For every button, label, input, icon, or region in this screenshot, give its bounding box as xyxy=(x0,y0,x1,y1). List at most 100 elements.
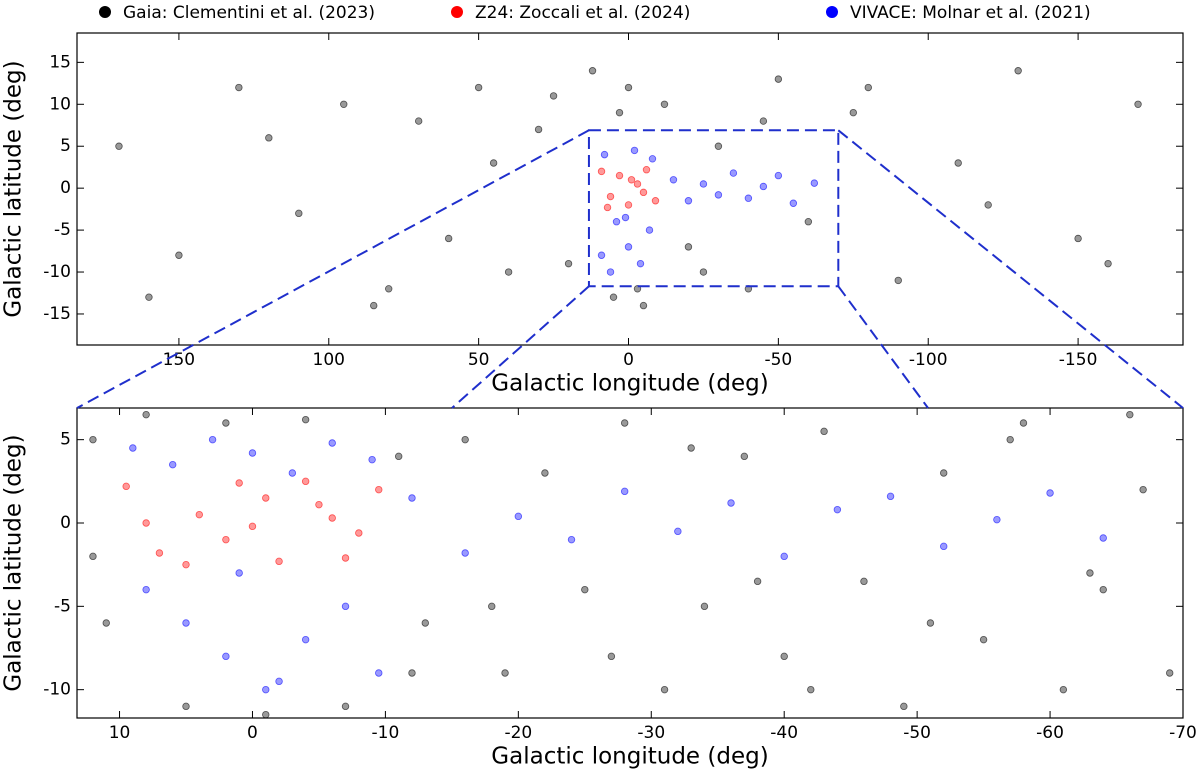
scatter-point xyxy=(597,167,606,176)
scatter-point xyxy=(627,176,636,184)
scatter-point xyxy=(687,444,695,452)
scatter-point xyxy=(597,251,606,259)
scatter-point xyxy=(301,477,310,486)
scatter-point xyxy=(804,218,813,226)
x-tick-label: 100 xyxy=(313,350,345,370)
scatter-point xyxy=(262,494,270,502)
scatter-point xyxy=(759,117,768,125)
scatter-point xyxy=(774,75,783,83)
scatter-point xyxy=(624,201,633,209)
scatter-point xyxy=(1099,534,1107,542)
scatter-point xyxy=(714,191,723,199)
scatter-point xyxy=(624,83,633,92)
y-tick-label: -15 xyxy=(43,304,71,324)
scatter-point xyxy=(600,150,609,159)
x-tick-label: -10 xyxy=(372,723,400,743)
scatter-point xyxy=(621,213,630,222)
scatter-point xyxy=(340,100,348,108)
scatter-point xyxy=(753,577,762,586)
scatter-point xyxy=(849,108,857,117)
scatter-point xyxy=(414,117,423,125)
x-tick-label: -60 xyxy=(1036,723,1064,743)
scatter-point xyxy=(606,192,615,201)
legend-marker xyxy=(451,6,463,18)
scatter-point xyxy=(1166,669,1174,677)
scatter-point xyxy=(1014,67,1022,75)
scatter-point xyxy=(145,293,153,301)
scatter-point xyxy=(1086,569,1094,577)
scatter-point xyxy=(222,652,230,661)
scatter-point xyxy=(182,560,190,569)
scatter-point xyxy=(684,197,693,205)
scatter-point xyxy=(301,415,310,424)
scatter-point xyxy=(488,602,496,611)
scatter-point xyxy=(833,505,842,514)
scatter-point xyxy=(699,180,708,188)
scatter-point xyxy=(807,685,815,694)
scatter-point xyxy=(820,427,828,436)
x-tick-label: 150 xyxy=(163,350,195,370)
x-tick-label: 0 xyxy=(623,350,634,370)
scatter-point xyxy=(615,108,624,117)
scatter-point xyxy=(504,268,513,276)
scatter-point xyxy=(385,285,393,293)
plot-area xyxy=(89,410,1174,718)
zoom-line xyxy=(451,285,590,409)
scatter-point xyxy=(979,635,988,644)
scatter-point xyxy=(408,494,416,502)
scatter-point xyxy=(129,444,137,452)
scatter-point xyxy=(564,259,573,268)
scatter-point xyxy=(295,209,303,218)
zoom-box xyxy=(587,129,840,288)
scatter-point xyxy=(195,510,203,519)
scatter-point xyxy=(315,500,323,509)
legend-label: VIVACE: Molnar et al. (2021) xyxy=(850,3,1091,23)
scatter-point xyxy=(222,419,230,427)
scatter-point xyxy=(341,602,350,611)
scatter-point xyxy=(1074,234,1082,243)
scatter-point xyxy=(341,554,350,562)
scatter-point xyxy=(501,669,509,677)
scatter-point xyxy=(222,535,230,544)
scatter-point xyxy=(993,515,1001,524)
x-axis-label: Galactic longitude (deg) xyxy=(491,371,768,397)
zoom-line xyxy=(837,129,1184,409)
x-tick-label: -150 xyxy=(1059,350,1098,370)
scatter-point xyxy=(810,179,819,187)
scatter-point xyxy=(624,243,633,251)
scatter-point xyxy=(328,439,336,447)
scatter-point xyxy=(940,542,948,551)
scatter-point xyxy=(1126,410,1134,419)
scatter-point xyxy=(954,159,962,167)
scatter-point xyxy=(630,146,639,155)
y-axis-label: Galactic latitude (deg) xyxy=(1,434,27,691)
x-tick-label: 50 xyxy=(468,350,490,370)
scatter-point xyxy=(175,251,183,259)
scatter-point xyxy=(115,142,123,150)
scatter-point xyxy=(607,652,616,661)
scatter-point xyxy=(169,460,177,469)
scatter-point xyxy=(1139,485,1147,494)
scatter-point xyxy=(633,180,642,188)
y-tick-label: -5 xyxy=(54,596,71,616)
y-tick-label: 15 xyxy=(49,52,71,72)
y-axis-label: Galactic latitude (deg) xyxy=(1,60,27,317)
scatter-point xyxy=(248,522,257,531)
scatter-point xyxy=(301,635,310,644)
legend-marker xyxy=(826,6,838,18)
scatter-point xyxy=(615,171,624,180)
x-axis-label: Galactic longitude (deg) xyxy=(491,744,768,770)
scatter-point xyxy=(514,512,523,521)
scatter-point xyxy=(645,226,654,234)
scatter-point xyxy=(235,83,243,92)
scatter-point xyxy=(288,469,297,477)
scatter-point xyxy=(461,549,469,557)
scatter-point xyxy=(700,602,709,611)
scatter-point xyxy=(789,199,798,207)
scatter-point xyxy=(860,577,868,586)
legend-label: Gaia: Clementini et al. (2023) xyxy=(123,3,375,23)
x-tick-label: 0 xyxy=(247,723,258,743)
y-tick-label: -10 xyxy=(43,680,71,700)
scatter-point xyxy=(355,529,363,537)
